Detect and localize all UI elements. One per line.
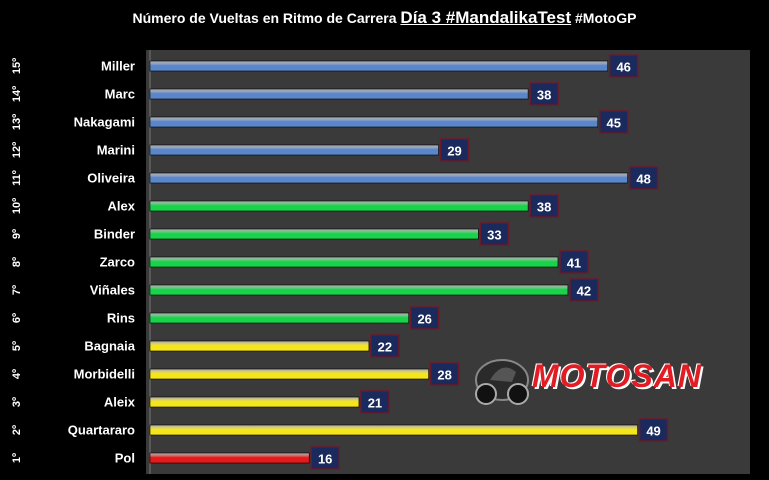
data-label-box — [360, 390, 390, 414]
data-label-box — [529, 194, 559, 218]
title-main: Día 3 #MandalikaTest — [400, 8, 572, 27]
rank-label: 7º — [11, 285, 23, 295]
rank-label: 14º — [11, 86, 23, 102]
data-label-box — [569, 278, 599, 302]
data-label-box — [310, 446, 340, 470]
data-label-box — [529, 82, 559, 106]
rank-label: 13º — [11, 114, 23, 130]
rank-label: 12º — [11, 142, 23, 158]
bar — [149, 256, 559, 268]
data-label: 38 — [537, 88, 551, 103]
bar — [149, 60, 609, 72]
bar — [149, 144, 439, 156]
rank-label: 15º — [11, 58, 23, 74]
bar — [149, 116, 599, 128]
bar — [149, 228, 479, 240]
bar — [149, 200, 529, 212]
category-label: Nakagami — [74, 115, 135, 130]
data-label: 48 — [636, 172, 650, 187]
category-label: Marc — [105, 87, 135, 102]
data-label: 46 — [616, 60, 630, 75]
data-label: 45 — [607, 116, 621, 131]
category-label: Alex — [108, 199, 136, 214]
data-label: 49 — [646, 424, 660, 439]
rank-label: 5º — [11, 341, 23, 351]
bar — [149, 340, 370, 352]
rank-label: 10º — [11, 198, 23, 214]
motorbike-rider-icon — [475, 359, 529, 405]
bar — [149, 88, 529, 100]
data-label: 33 — [487, 228, 501, 243]
chart-title: Número de Vueltas en Ritmo de Carrera Dí… — [0, 8, 769, 28]
bar — [149, 312, 410, 324]
category-label: Pol — [115, 451, 135, 466]
bar — [149, 172, 628, 184]
data-label-box — [599, 110, 629, 134]
data-label: 22 — [378, 340, 392, 355]
title-suffix: #MotoGP — [575, 10, 637, 26]
rank-label: 1º — [11, 453, 23, 463]
data-label: 41 — [567, 256, 581, 271]
category-label: Aleix — [104, 395, 136, 410]
bar — [149, 452, 310, 464]
data-label: 28 — [437, 368, 451, 383]
category-label: Quartararo — [68, 423, 135, 438]
rank-label: 2º — [11, 425, 23, 435]
rank-label: 8º — [11, 257, 23, 267]
bar — [149, 284, 569, 296]
data-label: 26 — [417, 312, 431, 327]
bar — [149, 396, 360, 408]
motosan-logo: MOTOSAN — [472, 350, 752, 410]
category-label: Marini — [97, 143, 135, 158]
data-label-box — [638, 418, 669, 442]
data-label-box — [429, 362, 460, 386]
data-label-box — [409, 306, 440, 330]
category-label: Rins — [107, 311, 135, 326]
category-label: Binder — [94, 227, 135, 242]
data-label-box — [628, 166, 659, 190]
data-label-box — [479, 222, 510, 246]
data-label-box — [608, 54, 639, 78]
data-label-box — [559, 250, 589, 274]
data-label-box — [439, 138, 470, 162]
category-label: Viñales — [90, 283, 135, 298]
category-label: Zarco — [100, 255, 135, 270]
category-label: Oliveira — [87, 171, 135, 186]
category-label: Morbidelli — [74, 367, 135, 382]
data-label: 16 — [318, 452, 332, 467]
category-label: Miller — [101, 59, 135, 74]
title-prefix: Número de Vueltas en Ritmo de Carrera — [132, 10, 397, 26]
rank-label: 9º — [11, 229, 23, 239]
rank-label: 6º — [11, 313, 23, 323]
data-label: 42 — [577, 284, 591, 299]
bar — [149, 368, 429, 380]
rank-label: 3º — [11, 397, 23, 407]
data-label-box — [370, 334, 400, 358]
category-label: Bagnaia — [84, 339, 135, 354]
data-label: 29 — [447, 144, 461, 159]
data-label: 21 — [368, 396, 382, 411]
data-label: 38 — [537, 200, 551, 215]
rank-label: 11º — [11, 170, 23, 186]
rank-label: 4º — [11, 369, 23, 379]
logo-text: MOTOSAN — [532, 358, 702, 394]
bar — [149, 424, 638, 436]
